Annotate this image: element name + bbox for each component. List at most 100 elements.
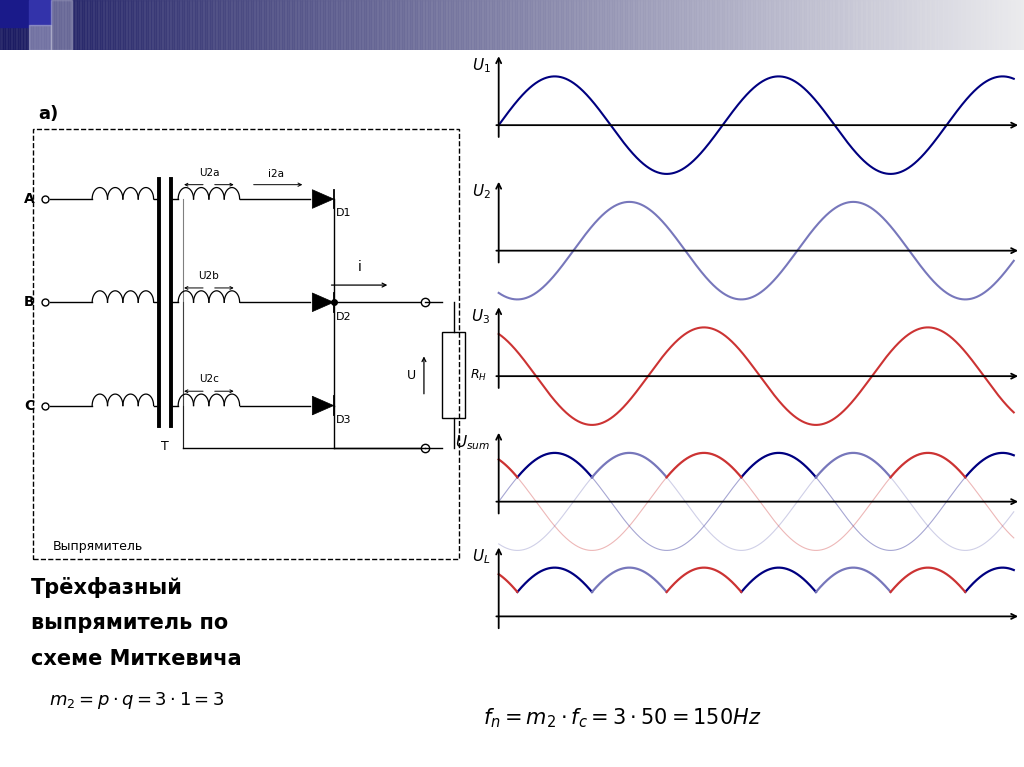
Bar [801, 0, 804, 50]
Text: выпрямитель по: выпрямитель по [31, 613, 228, 633]
Bar [473, 0, 476, 50]
Bar [842, 0, 845, 50]
Bar [82, 0, 84, 50]
Bar [315, 0, 317, 50]
Bar [653, 0, 655, 50]
Polygon shape [312, 189, 334, 209]
Bar [712, 0, 715, 50]
Bar [374, 0, 377, 50]
Bar [0, 0, 29, 28]
Bar [74, 0, 77, 50]
Text: C: C [25, 399, 35, 413]
Bar [200, 0, 203, 50]
Bar [459, 0, 461, 50]
Bar [59, 0, 61, 50]
Text: D1: D1 [336, 209, 351, 219]
Bar [517, 0, 519, 50]
Bar [548, 0, 551, 50]
Bar [881, 0, 883, 50]
Bar [41, 0, 43, 50]
Bar [807, 0, 809, 50]
Bar [33, 129, 459, 559]
Bar [927, 0, 930, 50]
Bar [524, 0, 527, 50]
Bar [31, 0, 33, 50]
Bar [328, 0, 330, 50]
Text: i2a: i2a [268, 169, 285, 179]
Bar [975, 0, 978, 50]
Bar [430, 0, 432, 50]
Bar [860, 0, 862, 50]
Bar [172, 0, 174, 50]
Bar [519, 0, 522, 50]
Bar [220, 0, 223, 50]
Bar [602, 0, 604, 50]
Bar [138, 0, 141, 50]
Polygon shape [312, 397, 334, 415]
Bar [282, 0, 285, 50]
Bar [384, 0, 387, 50]
Bar [49, 0, 51, 50]
Bar [584, 0, 586, 50]
Bar [811, 0, 814, 50]
Bar [604, 0, 606, 50]
Text: i: i [357, 259, 361, 274]
Bar [855, 0, 858, 50]
Bar [909, 0, 911, 50]
Bar [565, 0, 568, 50]
Bar [381, 0, 384, 50]
Bar [858, 0, 860, 50]
Bar [97, 0, 100, 50]
Bar [43, 0, 46, 50]
Bar [532, 0, 535, 50]
Bar [266, 0, 268, 50]
Bar [821, 0, 824, 50]
Bar [957, 0, 961, 50]
Bar [901, 0, 903, 50]
Bar [681, 0, 684, 50]
Bar [944, 0, 947, 50]
Bar [753, 0, 756, 50]
Bar [203, 0, 205, 50]
Bar [289, 0, 292, 50]
Bar [981, 0, 983, 50]
Bar [739, 0, 742, 50]
Bar [845, 0, 848, 50]
Bar [829, 0, 831, 50]
Bar [684, 0, 686, 50]
Bar [422, 0, 425, 50]
Bar [709, 0, 712, 50]
Bar [276, 0, 279, 50]
Bar [415, 0, 418, 50]
Bar [230, 0, 233, 50]
Bar [582, 0, 584, 50]
Bar [750, 0, 753, 50]
Bar [330, 0, 333, 50]
Text: схеме Миткевича: схеме Миткевича [31, 649, 242, 669]
Bar [768, 0, 770, 50]
Bar [154, 0, 156, 50]
Bar [486, 0, 489, 50]
Bar [694, 0, 696, 50]
Text: U2a: U2a [199, 167, 219, 177]
Bar [514, 0, 517, 50]
Bar [131, 0, 133, 50]
Bar [466, 0, 469, 50]
Bar [616, 0, 620, 50]
Bar [773, 0, 776, 50]
Bar [162, 0, 164, 50]
Bar [111, 0, 113, 50]
Bar [254, 0, 256, 50]
Bar [12, 0, 15, 50]
Bar [883, 0, 886, 50]
Bar [394, 0, 397, 50]
Bar [489, 0, 492, 50]
Bar [510, 0, 512, 50]
Text: U2c: U2c [199, 374, 219, 384]
Bar [438, 0, 440, 50]
Bar [614, 0, 616, 50]
Bar [676, 0, 678, 50]
Bar [586, 0, 589, 50]
Bar [312, 0, 315, 50]
Bar [453, 0, 456, 50]
